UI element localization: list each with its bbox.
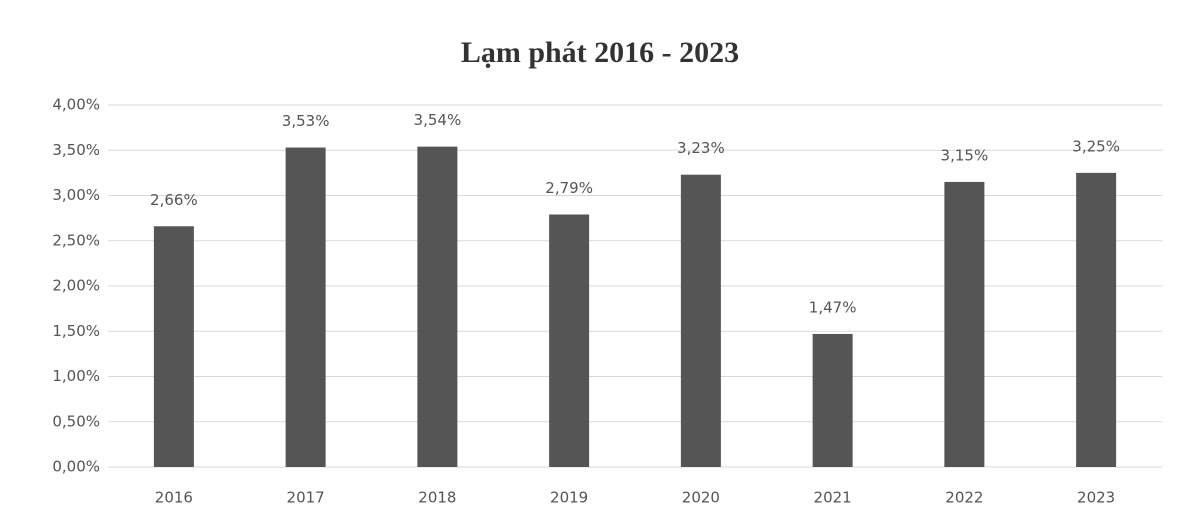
bar (153, 226, 194, 467)
value-label: 2,79% (545, 179, 593, 197)
bar (417, 146, 458, 467)
bar (549, 214, 590, 467)
bar (944, 181, 985, 468)
value-label: 1,47% (809, 298, 857, 316)
x-tick-label: 2022 (945, 489, 983, 507)
y-tick-label: 3,00% (52, 186, 100, 204)
value-label: 3,15% (941, 146, 989, 164)
y-tick-label: 0,50% (52, 412, 100, 430)
value-label: 3,25% (1072, 137, 1120, 155)
chart-title: Lạm phát 2016 - 2023 (461, 36, 739, 69)
bar (285, 147, 326, 467)
x-tick-label: 2021 (814, 489, 852, 507)
value-label: 3,54% (414, 111, 462, 129)
value-label: 2,66% (150, 191, 198, 209)
y-tick-label: 4,00% (52, 96, 100, 114)
y-tick-label: 3,50% (52, 141, 100, 159)
x-tick-label: 2017 (287, 489, 325, 507)
x-tick-label: 2020 (682, 489, 720, 507)
y-tick-label: 1,50% (52, 322, 100, 340)
y-tick-label: 0,00% (52, 458, 100, 476)
value-label: 3,23% (677, 139, 725, 157)
bar (812, 333, 853, 467)
bar (1076, 172, 1117, 467)
x-tick-label: 2016 (155, 489, 193, 507)
x-tick-label: 2019 (550, 489, 588, 507)
y-tick-label: 2,50% (52, 231, 100, 249)
y-tick-label: 2,00% (52, 277, 100, 295)
value-label: 3,53% (282, 112, 330, 130)
x-tick-label: 2023 (1077, 489, 1115, 507)
x-tick-label: 2018 (418, 489, 456, 507)
bar (680, 174, 721, 467)
y-tick-label: 1,00% (52, 367, 100, 385)
